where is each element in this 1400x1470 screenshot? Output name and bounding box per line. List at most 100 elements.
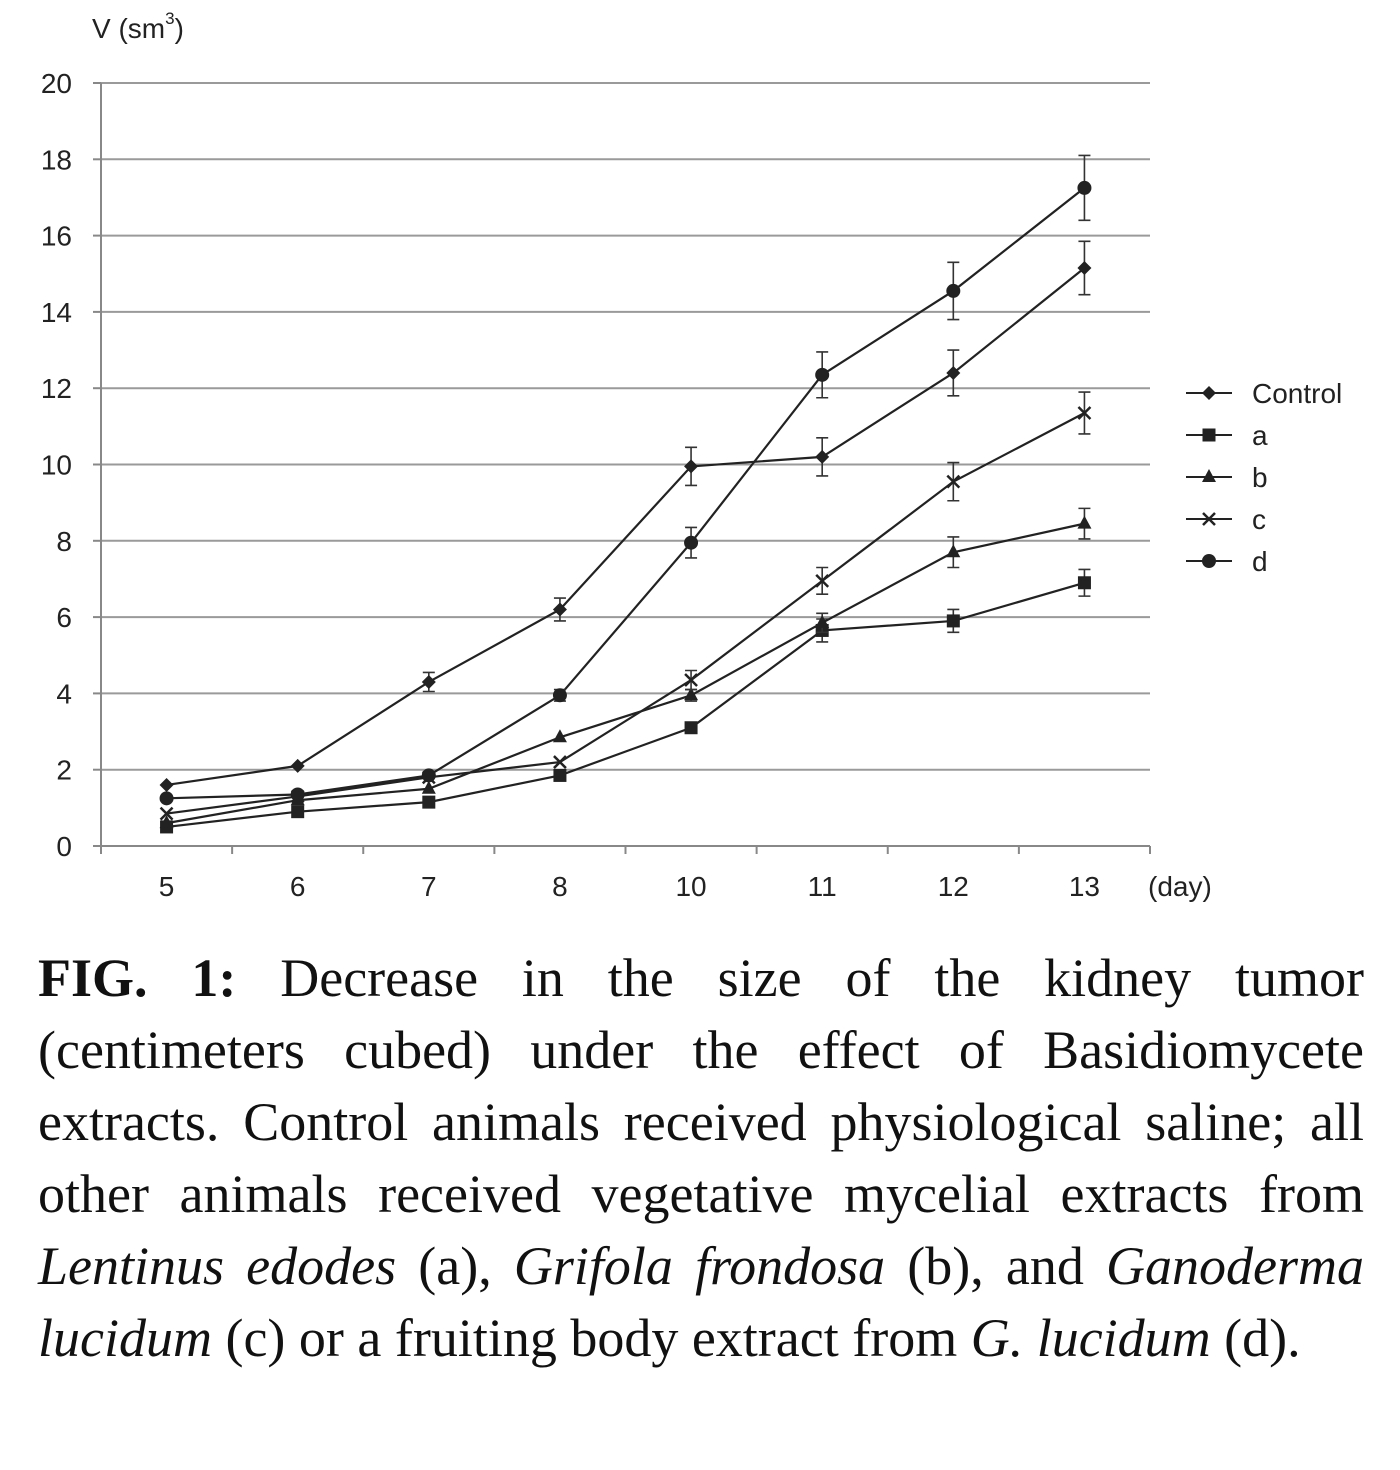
caption-species-b: Grifola frondosa: [513, 1236, 886, 1296]
series-a: [160, 568, 1091, 834]
y-tick-label: 18: [41, 144, 72, 175]
y-axis-label: V (sm3): [92, 9, 184, 44]
x-tick-label: 8: [552, 871, 568, 902]
caption-text-5: (d).: [1210, 1308, 1301, 1368]
series-line-control: [166, 267, 1086, 787]
data-point-d: [684, 535, 699, 550]
data-point-a: [553, 768, 567, 782]
data-point-c: [553, 755, 567, 769]
x-tick-label: 11: [808, 871, 837, 902]
legend-marker-a: [1202, 428, 1216, 442]
caption-species-c: Ganoderma lucidum: [38, 1236, 1364, 1368]
legend-marker-control: [1202, 386, 1216, 400]
caption-text-1: Decrease in the size of the kidney tumor…: [38, 948, 1364, 1224]
caption-species-a: Lentinus edodes: [38, 1236, 397, 1296]
data-point-d: [159, 791, 174, 806]
caption-text-2: (a),: [396, 1236, 514, 1296]
data-point-d: [290, 787, 305, 802]
line-chart: 0 2 4 6 8 10 12 14 16 18 20 5 6 7 8 10 11 12 13 V (sm3) (…: [41, 9, 1342, 902]
y-tick-label: 14: [41, 297, 72, 328]
data-point-a: [946, 614, 960, 628]
data-point-c: [1077, 406, 1092, 420]
series-d: [159, 154, 1092, 806]
data-point-control: [684, 459, 699, 474]
y-tick-label: 6: [56, 602, 72, 633]
data-point-c: [946, 474, 961, 489]
data-point-a: [684, 721, 698, 735]
data-point-control: [1077, 261, 1092, 276]
x-tick-label: 10: [675, 871, 706, 902]
data-point-d: [552, 688, 567, 703]
data-point-control: [290, 758, 305, 773]
y-axis-label-text: V (sm: [92, 13, 165, 44]
legend-label-control: Control: [1252, 378, 1342, 409]
legend-item-b: b: [1186, 462, 1268, 493]
legend-marker-d: [1202, 554, 1216, 568]
series-b: [159, 507, 1092, 829]
x-tick-label: 5: [159, 871, 175, 902]
series-control: [159, 240, 1092, 792]
data-point-control: [159, 777, 174, 792]
legend-item-control: Control: [1186, 378, 1342, 409]
data-point-control: [815, 449, 830, 464]
legend-label-c: c: [1252, 504, 1266, 535]
y-tick-label: 4: [56, 678, 72, 709]
series-c: [159, 391, 1092, 821]
data-point-b: [421, 780, 436, 794]
data-point-a: [291, 805, 305, 819]
legend-marker-b: [1202, 469, 1216, 482]
y-axis-label-superscript: 3: [165, 9, 174, 28]
x-tick-label: 6: [290, 871, 306, 902]
data-point-b: [684, 687, 699, 701]
legend-label-a: a: [1252, 420, 1268, 451]
data-point-b: [815, 614, 830, 628]
figure-caption: FIG. 1: Decrease in the size of the kidn…: [38, 942, 1364, 1374]
caption-text-3: (b), and: [885, 1236, 1107, 1296]
y-tick-label: 12: [41, 373, 72, 404]
y-tick-label: 20: [41, 68, 72, 99]
data-point-d: [946, 283, 961, 298]
legend-marker-c: [1202, 512, 1216, 526]
y-tick-label: 2: [56, 755, 72, 786]
caption-fig-label: FIG. 1:: [38, 948, 237, 1008]
series-line-c: [166, 412, 1085, 815]
y-tick-labels: 0 2 4 6 8 10 12 14 16 18 20: [41, 68, 72, 862]
x-tick-label: 12: [938, 871, 969, 902]
data-point-b: [552, 729, 567, 743]
data-point-d: [1077, 180, 1092, 195]
x-tick-label: 13: [1069, 871, 1100, 902]
data-point-a: [422, 795, 436, 809]
data-point-b: [946, 544, 961, 558]
data-point-c: [684, 673, 698, 687]
data-point-control: [552, 602, 567, 617]
caption-species-d: G. lucidum: [970, 1308, 1211, 1368]
data-point-a: [1077, 576, 1091, 590]
data-point-c: [159, 806, 174, 821]
series-line-b: [166, 522, 1085, 825]
y-tick-label: 10: [41, 450, 72, 481]
x-tick-labels: 5 6 7 8 10 11 12 13: [159, 871, 1100, 902]
series-line-a: [166, 581, 1085, 829]
y-axis-label-close: ): [175, 13, 184, 44]
legend-label-b: b: [1252, 462, 1268, 493]
caption-text-4: (c) or a fruiting body extract from: [211, 1308, 971, 1368]
data-point-control: [421, 674, 436, 689]
axes: [93, 83, 1150, 847]
y-tick-label: 8: [56, 526, 72, 557]
data-point-b: [1077, 515, 1092, 529]
y-tick-label: 0: [56, 831, 72, 862]
series-line-d: [166, 187, 1086, 800]
x-tick-label: 7: [421, 871, 437, 902]
data-point-b: [159, 815, 174, 829]
legend-label-d: d: [1252, 546, 1268, 577]
data-point-d: [815, 367, 830, 382]
legend-item-d: d: [1186, 546, 1268, 577]
data-point-control: [946, 365, 961, 380]
legend-item-c: c: [1186, 504, 1266, 535]
y-tick-label: 16: [41, 221, 72, 252]
series-layer: [159, 154, 1092, 834]
legend-item-a: a: [1186, 420, 1268, 451]
data-point-d: [421, 768, 436, 783]
data-point-c: [815, 573, 830, 588]
